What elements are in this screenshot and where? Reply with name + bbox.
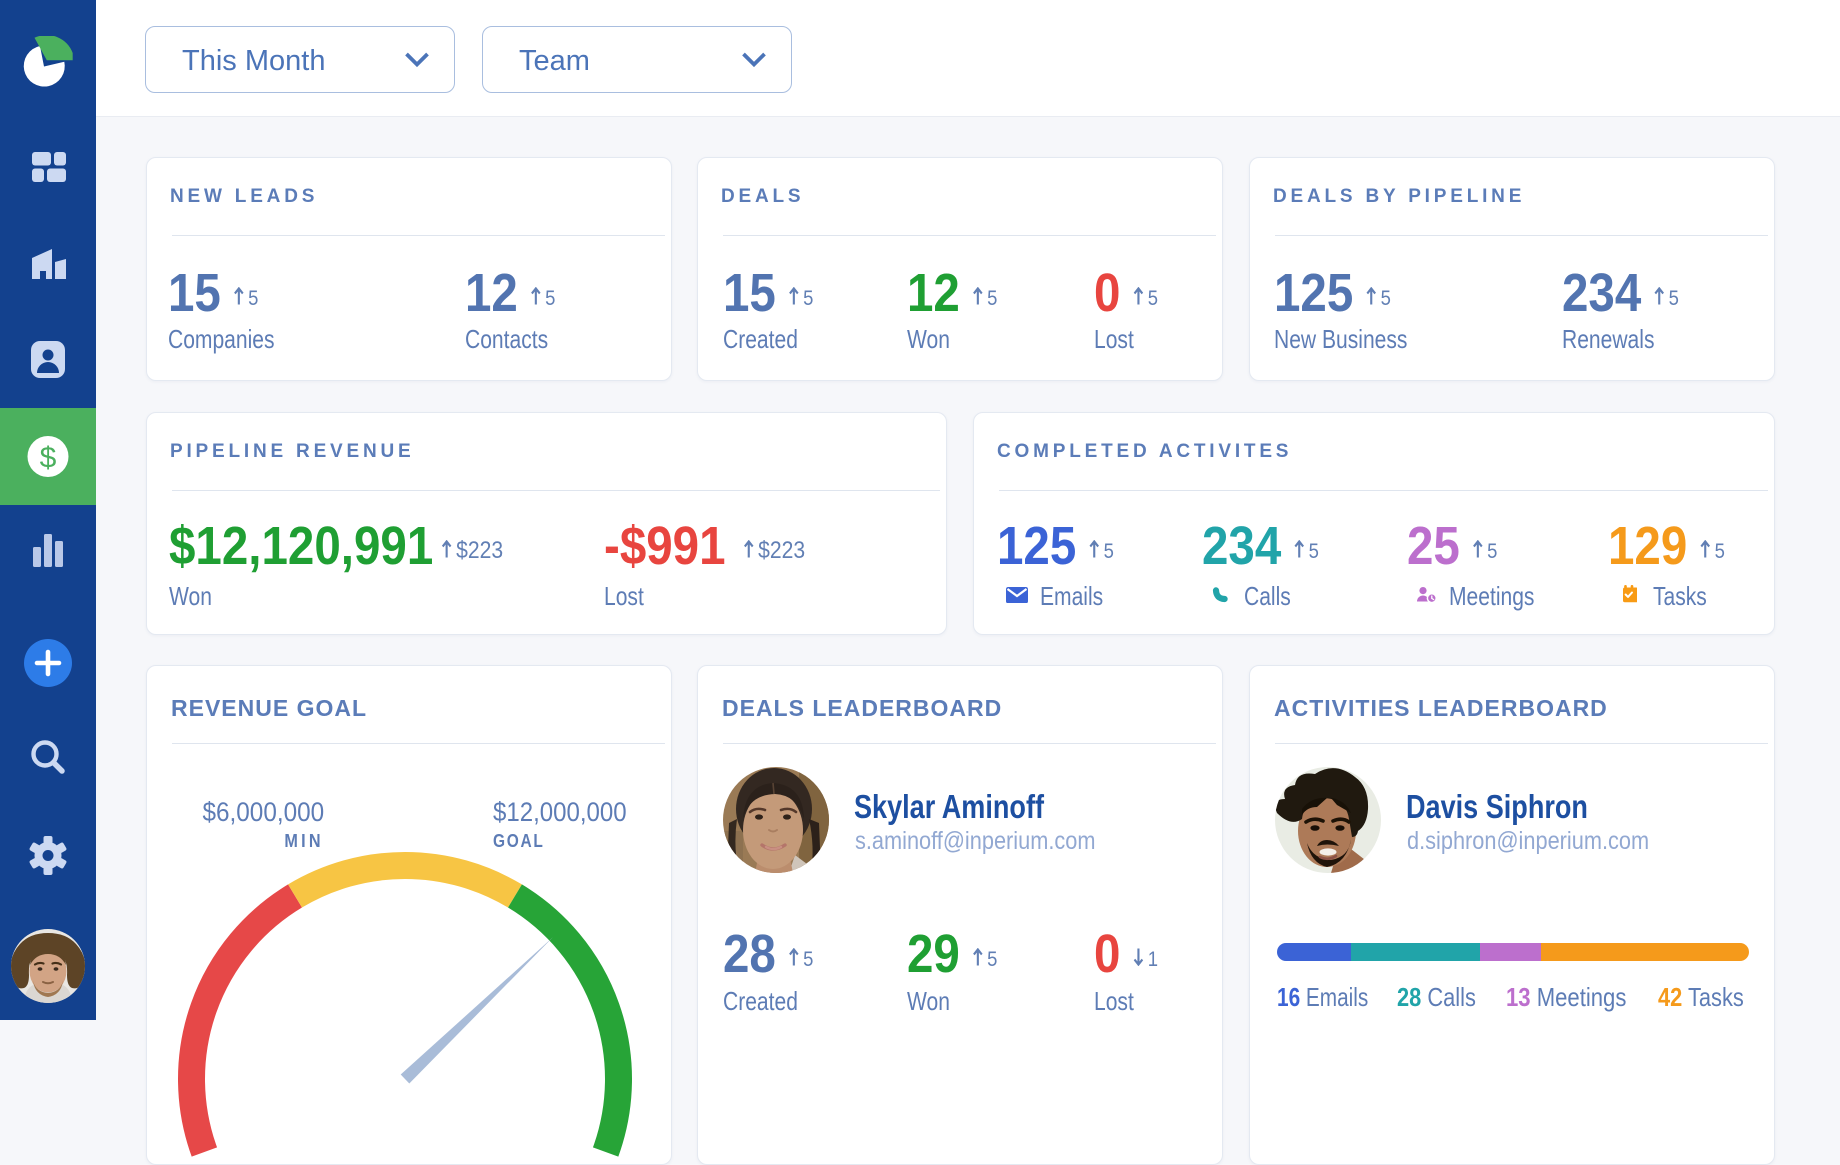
- svg-text:$: $: [40, 442, 57, 475]
